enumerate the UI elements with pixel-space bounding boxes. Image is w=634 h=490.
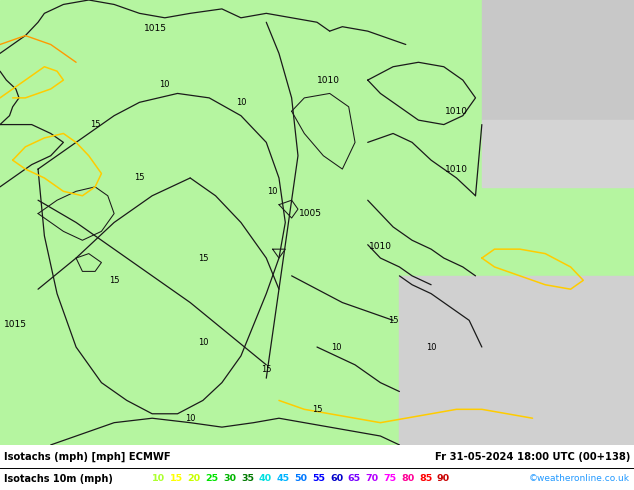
Text: 10: 10	[185, 414, 195, 423]
Text: 15: 15	[261, 365, 271, 374]
Text: 1010: 1010	[317, 75, 340, 85]
Text: 15: 15	[312, 405, 322, 414]
Text: 90: 90	[437, 474, 450, 484]
Bar	[482, 120, 634, 187]
Text: 15: 15	[170, 474, 183, 484]
Text: 15: 15	[109, 276, 119, 285]
Text: 60: 60	[330, 474, 343, 484]
Text: 10: 10	[152, 474, 165, 484]
Text: ©weatheronline.co.uk: ©weatheronline.co.uk	[529, 474, 630, 484]
Bar	[482, 0, 634, 120]
Text: 15: 15	[388, 316, 398, 325]
Text: 10: 10	[160, 80, 170, 89]
Text: 45: 45	[276, 474, 290, 484]
Text: 1010: 1010	[445, 165, 468, 173]
Text: Isotachs 10m (mph): Isotachs 10m (mph)	[4, 474, 113, 484]
Text: 85: 85	[419, 474, 432, 484]
Text: 10: 10	[236, 98, 246, 107]
Text: 15: 15	[134, 173, 145, 182]
Text: 70: 70	[366, 474, 378, 484]
Text: 20: 20	[188, 474, 201, 484]
Text: 55: 55	[312, 474, 325, 484]
Text: 10: 10	[331, 343, 341, 351]
Text: 10: 10	[268, 187, 278, 196]
Text: 1010: 1010	[369, 243, 392, 251]
Text: 25: 25	[205, 474, 219, 484]
Text: 15: 15	[198, 253, 208, 263]
Text: 10: 10	[198, 338, 208, 347]
Text: 40: 40	[259, 474, 272, 484]
Text: 80: 80	[401, 474, 415, 484]
Text: 1010: 1010	[445, 107, 468, 116]
Text: 1015: 1015	[4, 320, 27, 329]
Text: 50: 50	[294, 474, 307, 484]
Bar	[399, 276, 634, 445]
Text: 75: 75	[384, 474, 396, 484]
Text: Fr 31-05-2024 18:00 UTC (00+138): Fr 31-05-2024 18:00 UTC (00+138)	[435, 452, 630, 462]
Text: 1005: 1005	[299, 209, 322, 218]
Text: 15: 15	[90, 120, 100, 129]
Text: 10: 10	[426, 343, 436, 351]
Text: 1015: 1015	[144, 24, 167, 33]
Text: 30: 30	[223, 474, 236, 484]
Text: 35: 35	[241, 474, 254, 484]
Text: Isotachs (mph) [mph] ECMWF: Isotachs (mph) [mph] ECMWF	[4, 452, 171, 462]
Text: 65: 65	[348, 474, 361, 484]
